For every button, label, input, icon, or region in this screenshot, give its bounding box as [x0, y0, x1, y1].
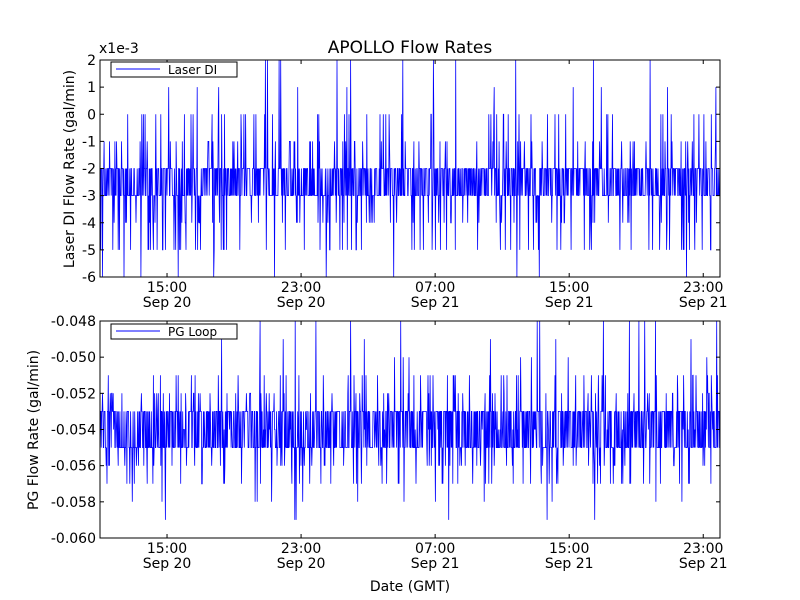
top-legend-label: Laser DI — [168, 63, 217, 77]
top-legend-box — [110, 61, 238, 78]
top-y-ticks: 2 1 0 -1 -2 -3 -4 -5 -6 — [82, 53, 720, 286]
top-y-tick-label: 1 — [87, 80, 96, 96]
bottom-y-tick-label: -0.054 — [51, 423, 96, 439]
bottom-x-tick-time: 23:00 — [683, 541, 723, 557]
top-panel: x1e-3 Laser DI Flow Rate (gal/min) 2 1 0 -1… — [62, 41, 728, 311]
bottom-x-tick-time: 07:00 — [415, 541, 455, 557]
top-y-tick-label: -1 — [82, 134, 96, 150]
top-x-tick-date: Sep 20 — [143, 295, 192, 311]
top-x-tick-time: 23:00 — [281, 280, 321, 296]
bottom-series-layer — [99, 320, 720, 520]
top-series-layer — [99, 59, 720, 278]
top-series-line — [99, 59, 720, 278]
top-x-tick-time: 15:00 — [549, 280, 589, 296]
bottom-y-tick-label: -0.052 — [51, 386, 96, 402]
bottom-series-line — [99, 320, 720, 520]
bottom-x-tick-date: Sep 21 — [545, 556, 594, 572]
bottom-y-tick-label: -0.050 — [51, 350, 96, 366]
top-y-tick-label: -4 — [82, 216, 96, 232]
bottom-y-tick-label: -0.060 — [51, 531, 96, 547]
bottom-x-tick-date: Sep 21 — [679, 556, 728, 572]
top-y-tick-label: -2 — [82, 162, 96, 178]
bottom-legend-label: PG Loop — [168, 325, 217, 339]
top-x-tick-date: Sep 21 — [679, 295, 728, 311]
bottom-x-tick-time: 23:00 — [281, 541, 321, 557]
top-x-tick-time: 23:00 — [683, 280, 723, 296]
top-x-tick-time: 07:00 — [415, 280, 455, 296]
bottom-x-tick-date: Sep 20 — [277, 556, 326, 572]
bottom-panel: PG Flow Rate (gal/min) Date (GMT) -0.048… — [26, 314, 728, 595]
top-y-tick-label: -3 — [82, 189, 96, 205]
bottom-legend-box — [110, 323, 238, 340]
bottom-y-axis-label: PG Flow Rate (gal/min) — [26, 350, 42, 510]
bottom-legend: PG Loop — [110, 323, 238, 340]
top-x-tick-date: Sep 20 — [277, 295, 326, 311]
bottom-x-tick-time: 15:00 — [549, 541, 589, 557]
bottom-x-tick-date: Sep 21 — [411, 556, 460, 572]
top-y-tick-label: -6 — [82, 270, 96, 286]
top-offset-label: x1e-3 — [99, 41, 139, 57]
chart-title: APOLLO Flow Rates — [328, 38, 493, 58]
bottom-y-tick-label: -0.056 — [51, 459, 96, 475]
top-x-tick-time: 15:00 — [147, 280, 187, 296]
top-y-tick-label: -5 — [82, 243, 96, 259]
bottom-y-ticks: -0.048 -0.050 -0.052 -0.054 -0.056 -0.058 -0.0… — [51, 314, 720, 547]
bottom-x-axis-label: Date (GMT) — [370, 579, 450, 595]
top-y-tick-label: 0 — [87, 107, 96, 123]
top-x-tick-date: Sep 21 — [411, 295, 460, 311]
bottom-x-tick-date: Sep 20 — [143, 556, 192, 572]
bottom-x-tick-time: 15:00 — [147, 541, 187, 557]
top-legend: Laser DI — [110, 61, 238, 78]
bottom-y-tick-label: -0.058 — [51, 495, 96, 511]
top-x-tick-date: Sep 21 — [545, 295, 594, 311]
top-y-axis-label: Laser DI Flow Rate (gal/min) — [62, 70, 78, 268]
bottom-y-tick-label: -0.048 — [51, 314, 96, 330]
top-y-tick-label: 2 — [87, 53, 96, 69]
